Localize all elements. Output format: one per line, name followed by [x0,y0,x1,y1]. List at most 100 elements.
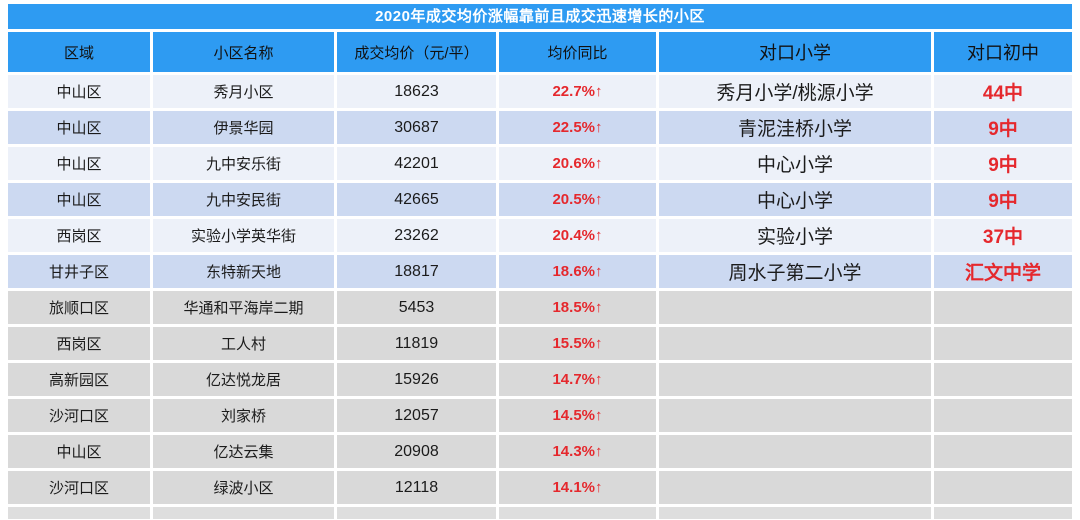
cell-district: 西岗区 [8,219,150,252]
cell-district: 旅顺口区 [8,291,150,324]
table-body: 中山区 秀月小区 18623 22.7%↑ 秀月小学/桃源小学 44中 中山区 伊景华园 306… [8,75,1072,519]
cell-middle-school: 37中 [934,219,1072,252]
table-row: 沙河口区 刘家桥 12057 14.5%↑ [8,399,1072,432]
cell-district: 甘井子区 [8,255,150,288]
cell-district: 西岗区 [8,327,150,360]
cell-district: 中山区 [8,183,150,216]
cell-middle-school [934,435,1072,468]
cell-community: 东特新天地 [153,255,334,288]
cell-yoy: 18.5%↑ [499,291,656,324]
cell-yoy: 20.6%↑ [499,147,656,180]
column-header-community: 小区名称 [153,32,334,72]
cell-price: 42665 [337,183,496,216]
cell-middle-school: 9中 [934,147,1072,180]
cell-yoy: 22.7%↑ [499,75,656,108]
page-title: 2020年成交均价涨幅靠前且成交迅速增长的小区 [8,4,1072,29]
partial-cell [8,507,150,519]
cell-community: 九中安乐街 [153,147,334,180]
table-row: 沙河口区 绿波小区 12118 14.1%↑ [8,471,1072,504]
cell-middle-school [934,291,1072,324]
partial-cell [934,507,1072,519]
cell-community: 工人村 [153,327,334,360]
table-row: 高新园区 亿达悦龙居 15926 14.7%↑ [8,363,1072,396]
header-row: 区域 小区名称 成交均价（元/平） 均价同比 对口小学 对口初中 [8,32,1072,72]
cell-community: 刘家桥 [153,399,334,432]
cell-district: 中山区 [8,147,150,180]
cell-yoy: 14.5%↑ [499,399,656,432]
table-row: 中山区 九中安民街 42665 20.5%↑ 中心小学 9中 [8,183,1072,216]
cell-primary-school [659,291,931,324]
cell-primary-school: 周水子第二小学 [659,255,931,288]
cell-price: 30687 [337,111,496,144]
cell-primary-school: 中心小学 [659,147,931,180]
cell-price: 12118 [337,471,496,504]
cell-price: 5453 [337,291,496,324]
cell-price: 15926 [337,363,496,396]
table-header: 区域 小区名称 成交均价（元/平） 均价同比 对口小学 对口初中 [8,32,1072,72]
table-row: 西岗区 工人村 11819 15.5%↑ [8,327,1072,360]
cell-community: 九中安民街 [153,183,334,216]
cell-yoy: 20.5%↑ [499,183,656,216]
column-header-district: 区域 [8,32,150,72]
partial-cell [499,507,656,519]
partial-cell [153,507,334,519]
cell-primary-school [659,327,931,360]
cell-price: 42201 [337,147,496,180]
column-header-primary-school: 对口小学 [659,32,931,72]
table-row: 中山区 九中安乐街 42201 20.6%↑ 中心小学 9中 [8,147,1072,180]
cell-yoy: 14.3%↑ [499,435,656,468]
cell-yoy: 14.7%↑ [499,363,656,396]
cell-price: 20908 [337,435,496,468]
column-header-middle-school: 对口初中 [934,32,1072,72]
cell-community: 伊景华园 [153,111,334,144]
table-row: 甘井子区 东特新天地 18817 18.6%↑ 周水子第二小学 汇文中学 [8,255,1072,288]
cell-community: 华通和平海岸二期 [153,291,334,324]
cell-price: 11819 [337,327,496,360]
cell-yoy: 18.6%↑ [499,255,656,288]
cell-price: 23262 [337,219,496,252]
cell-middle-school: 9中 [934,183,1072,216]
cell-primary-school [659,435,931,468]
cell-middle-school: 汇文中学 [934,255,1072,288]
cell-middle-school [934,327,1072,360]
table-row: 旅顺口区 华通和平海岸二期 5453 18.5%↑ [8,291,1072,324]
cell-district: 中山区 [8,435,150,468]
cell-middle-school: 44中 [934,75,1072,108]
cell-middle-school [934,363,1072,396]
table-row: 西岗区 实验小学英华街 23262 20.4%↑ 实验小学 37中 [8,219,1072,252]
partial-cell [337,507,496,519]
cell-community: 亿达云集 [153,435,334,468]
partial-cell [659,507,931,519]
cell-district: 沙河口区 [8,399,150,432]
cell-middle-school [934,399,1072,432]
table-row: 中山区 秀月小区 18623 22.7%↑ 秀月小学/桃源小学 44中 [8,75,1072,108]
partial-row [8,507,1072,519]
cell-primary-school [659,399,931,432]
cell-community: 绿波小区 [153,471,334,504]
cell-price: 18817 [337,255,496,288]
data-table: 区域 小区名称 成交均价（元/平） 均价同比 对口小学 对口初中 中山区 秀月小区… [5,29,1075,520]
cell-community: 亿达悦龙居 [153,363,334,396]
cell-price: 12057 [337,399,496,432]
cell-district: 沙河口区 [8,471,150,504]
column-header-yoy: 均价同比 [499,32,656,72]
table-row: 中山区 伊景华园 30687 22.5%↑ 青泥洼桥小学 9中 [8,111,1072,144]
cell-middle-school [934,471,1072,504]
cell-primary-school [659,363,931,396]
cell-district: 中山区 [8,75,150,108]
cell-primary-school: 青泥洼桥小学 [659,111,931,144]
cell-primary-school [659,471,931,504]
cell-district: 中山区 [8,111,150,144]
table-row: 中山区 亿达云集 20908 14.3%↑ [8,435,1072,468]
cell-yoy: 20.4%↑ [499,219,656,252]
cell-primary-school: 中心小学 [659,183,931,216]
cell-middle-school: 9中 [934,111,1072,144]
cell-yoy: 15.5%↑ [499,327,656,360]
cell-district: 高新园区 [8,363,150,396]
cell-community: 实验小学英华街 [153,219,334,252]
cell-community: 秀月小区 [153,75,334,108]
column-header-price: 成交均价（元/平） [337,32,496,72]
cell-primary-school: 实验小学 [659,219,931,252]
cell-price: 18623 [337,75,496,108]
